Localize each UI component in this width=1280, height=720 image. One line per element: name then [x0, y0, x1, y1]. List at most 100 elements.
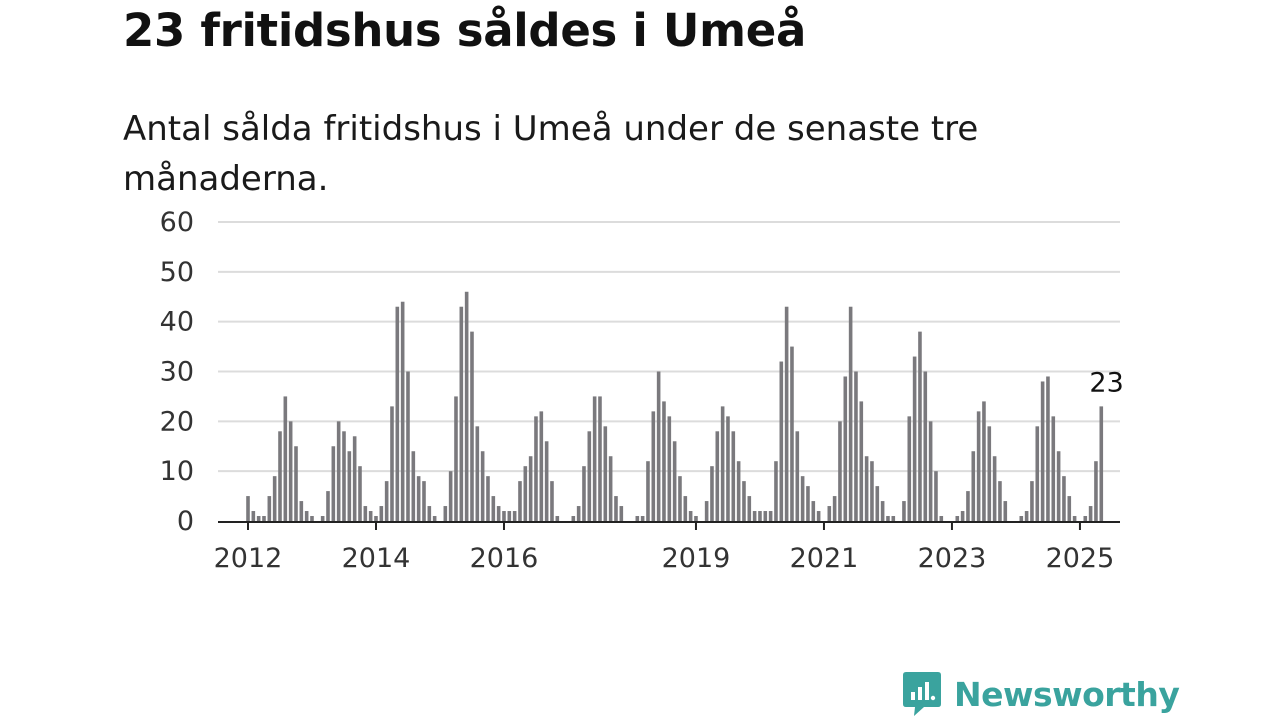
bar: [667, 416, 672, 521]
bar: [502, 511, 506, 521]
bar: [523, 466, 528, 521]
bar: [742, 481, 746, 521]
y-axis-labels: 0 10 20 30 40 50 60: [160, 207, 194, 537]
bar: [774, 461, 778, 521]
bar: [635, 516, 640, 521]
bar: [422, 481, 426, 521]
bar: [464, 291, 469, 521]
bar: [720, 406, 725, 521]
y-tick-label: 60: [160, 207, 194, 238]
bar: [1088, 506, 1093, 521]
bar: [1046, 376, 1050, 521]
bar: [960, 511, 965, 521]
bar: [875, 486, 880, 521]
bar: [534, 416, 538, 521]
newsworthy-logo-icon: [903, 672, 941, 716]
bar: [870, 461, 874, 521]
bar: [832, 496, 837, 521]
bar: [582, 466, 586, 521]
bar: [406, 371, 410, 521]
x-tick-label: 2012: [214, 543, 283, 574]
bar: [598, 396, 602, 521]
bar: [923, 371, 928, 521]
bar: [603, 426, 608, 521]
bar: [688, 511, 693, 521]
bar: [731, 431, 736, 521]
bar: [283, 396, 288, 521]
bar: [912, 356, 917, 521]
bar: [1030, 481, 1034, 521]
bar: [998, 481, 1002, 521]
bar: [619, 506, 624, 521]
x-tick-label: 2025: [1046, 543, 1115, 574]
bar: [838, 421, 842, 521]
bar: [470, 331, 474, 521]
bar: [272, 476, 277, 521]
bar: [1062, 476, 1066, 521]
bar: [1019, 516, 1024, 521]
bar: [662, 401, 666, 521]
bar: [278, 431, 282, 521]
bar: [806, 486, 810, 521]
bar: [411, 451, 416, 521]
bar: [480, 451, 485, 521]
bar: [262, 516, 266, 521]
bar: [1024, 511, 1029, 521]
bar: [795, 431, 800, 521]
bar: [358, 466, 362, 521]
bar: [1051, 416, 1056, 521]
bar: [550, 481, 554, 521]
bar: [982, 401, 986, 521]
bar: [347, 451, 352, 521]
bar: [1083, 516, 1088, 521]
bar: [352, 436, 357, 521]
bar: [758, 511, 762, 521]
bar: [848, 306, 853, 521]
y-tick-label: 0: [177, 506, 194, 537]
bar: [752, 511, 757, 521]
bar: [592, 396, 597, 521]
bar: [427, 506, 432, 521]
bar: [683, 496, 688, 521]
bar: [1003, 501, 1008, 521]
bar: [640, 516, 645, 521]
newsworthy-logo-text: Newsworthy: [954, 674, 1180, 714]
bar: [1094, 461, 1098, 521]
chart-title: 23 fritidshus såldes i Umeå: [123, 4, 807, 57]
bar: [656, 371, 661, 521]
y-tick-label: 10: [160, 456, 194, 487]
bar: [342, 431, 346, 521]
bar: [971, 451, 976, 521]
bar: [246, 496, 250, 521]
y-tick-label: 40: [160, 307, 194, 338]
bar: [651, 411, 656, 521]
bar: [763, 511, 768, 521]
grid-lines: [218, 221, 1120, 473]
bar: [288, 421, 293, 521]
x-axis: [218, 521, 1120, 530]
bar: [1040, 381, 1045, 521]
bar: [416, 476, 421, 521]
bar: [736, 461, 741, 521]
bar: [475, 426, 480, 521]
bar: [646, 461, 650, 521]
bar: [784, 306, 789, 521]
bar: [987, 426, 992, 521]
bar: [827, 506, 832, 521]
bar: [336, 421, 341, 521]
bar: [768, 511, 773, 521]
bar: [966, 491, 970, 521]
bar: [251, 511, 256, 521]
bar: [902, 501, 906, 521]
bar: [976, 411, 981, 521]
annotations: 23: [1089, 367, 1123, 398]
bar: [299, 501, 304, 521]
bar: [790, 346, 794, 521]
bar: [1056, 451, 1061, 521]
bars: [246, 291, 1104, 521]
bar: [864, 456, 869, 521]
chart-subtitle: Antal sålda fritidshus i Umeå under de s…: [123, 109, 979, 199]
bar: [928, 421, 933, 521]
x-tick-label: 2016: [470, 543, 539, 574]
